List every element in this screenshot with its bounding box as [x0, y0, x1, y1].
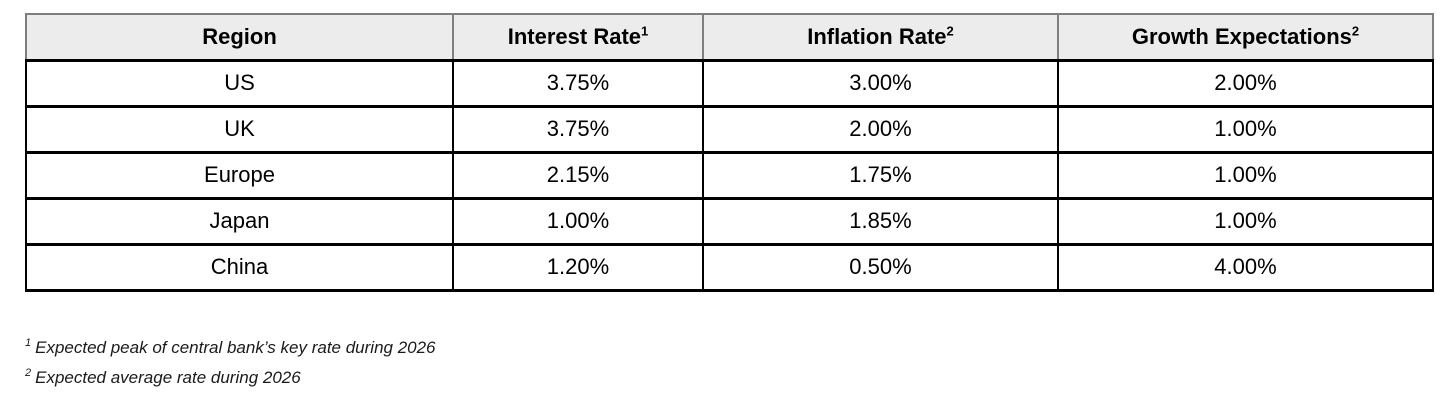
- cell-region: US: [25, 58, 454, 108]
- footnote-1: 1 Expected peak of central bank’s key rat…: [25, 333, 436, 363]
- table-row-us: US 3.75% 3.00% 2.00%: [25, 58, 1434, 108]
- header-cell-inflation-rate: Inflation Rate2: [702, 13, 1059, 62]
- header-cell-growth-expectations: Growth Expectations2: [1057, 13, 1434, 62]
- header-cell-region: Region: [25, 13, 454, 62]
- footnotes: 1 Expected peak of central bank’s key rat…: [25, 333, 436, 393]
- table-body: US 3.75% 3.00% 2.00% UK 3.75% 2.00% 1.00…: [25, 58, 1434, 292]
- header-row: Region Interest Rate1 Inflation Rate2 Gr…: [25, 13, 1434, 62]
- cell-growth-expectations: 1.00%: [1057, 104, 1434, 154]
- cell-region: China: [25, 242, 454, 292]
- footnote-marker: 1: [25, 337, 32, 350]
- cell-region: Europe: [25, 150, 454, 200]
- footnote-marker: 2: [25, 367, 32, 380]
- cell-growth-expectations: 4.00%: [1057, 242, 1434, 292]
- cell-inflation-rate: 3.00%: [702, 58, 1059, 108]
- cell-inflation-rate: 2.00%: [702, 104, 1059, 154]
- cell-growth-expectations: 1.00%: [1057, 150, 1434, 200]
- header-label: Growth Expectations: [1131, 23, 1352, 49]
- header-label: Interest Rate: [507, 23, 642, 49]
- cell-inflation-rate: 1.75%: [702, 150, 1059, 200]
- footnote-text: Expected peak of central bank’s key rate…: [35, 338, 436, 357]
- table-row-uk: UK 3.75% 2.00% 1.00%: [25, 104, 1434, 154]
- cell-region: Japan: [25, 196, 454, 246]
- cell-interest-rate: 3.75%: [452, 58, 704, 108]
- cell-growth-expectations: 1.00%: [1057, 196, 1434, 246]
- table-row-china: China 1.20% 0.50% 4.00%: [25, 242, 1434, 292]
- cell-inflation-rate: 0.50%: [702, 242, 1059, 292]
- header-label: Inflation Rate: [807, 23, 947, 49]
- cell-growth-expectations: 2.00%: [1057, 58, 1434, 108]
- footnote-ref: 2: [1351, 23, 1360, 39]
- cell-inflation-rate: 1.85%: [702, 196, 1059, 246]
- footnote-2: 2 Expected average rate during 2026: [25, 363, 436, 393]
- header-cell-interest-rate: Interest Rate1: [452, 13, 704, 62]
- table-row-europe: Europe 2.15% 1.75% 1.00%: [25, 150, 1434, 200]
- table-row-japan: Japan 1.00% 1.85% 1.00%: [25, 196, 1434, 246]
- header-label: Region: [202, 23, 277, 49]
- footnote-text: Expected average rate during 2026: [35, 368, 301, 387]
- cell-interest-rate: 2.15%: [452, 150, 704, 200]
- footnote-ref: 1: [641, 23, 649, 39]
- cell-interest-rate: 1.20%: [452, 242, 704, 292]
- cell-interest-rate: 1.00%: [452, 196, 704, 246]
- table-header: Region Interest Rate1 Inflation Rate2 Gr…: [25, 13, 1434, 62]
- rates-table: Region Interest Rate1 Inflation Rate2 Gr…: [25, 13, 1434, 292]
- footnote-ref: 2: [946, 23, 954, 39]
- cell-region: UK: [25, 104, 454, 154]
- cell-interest-rate: 3.75%: [452, 104, 704, 154]
